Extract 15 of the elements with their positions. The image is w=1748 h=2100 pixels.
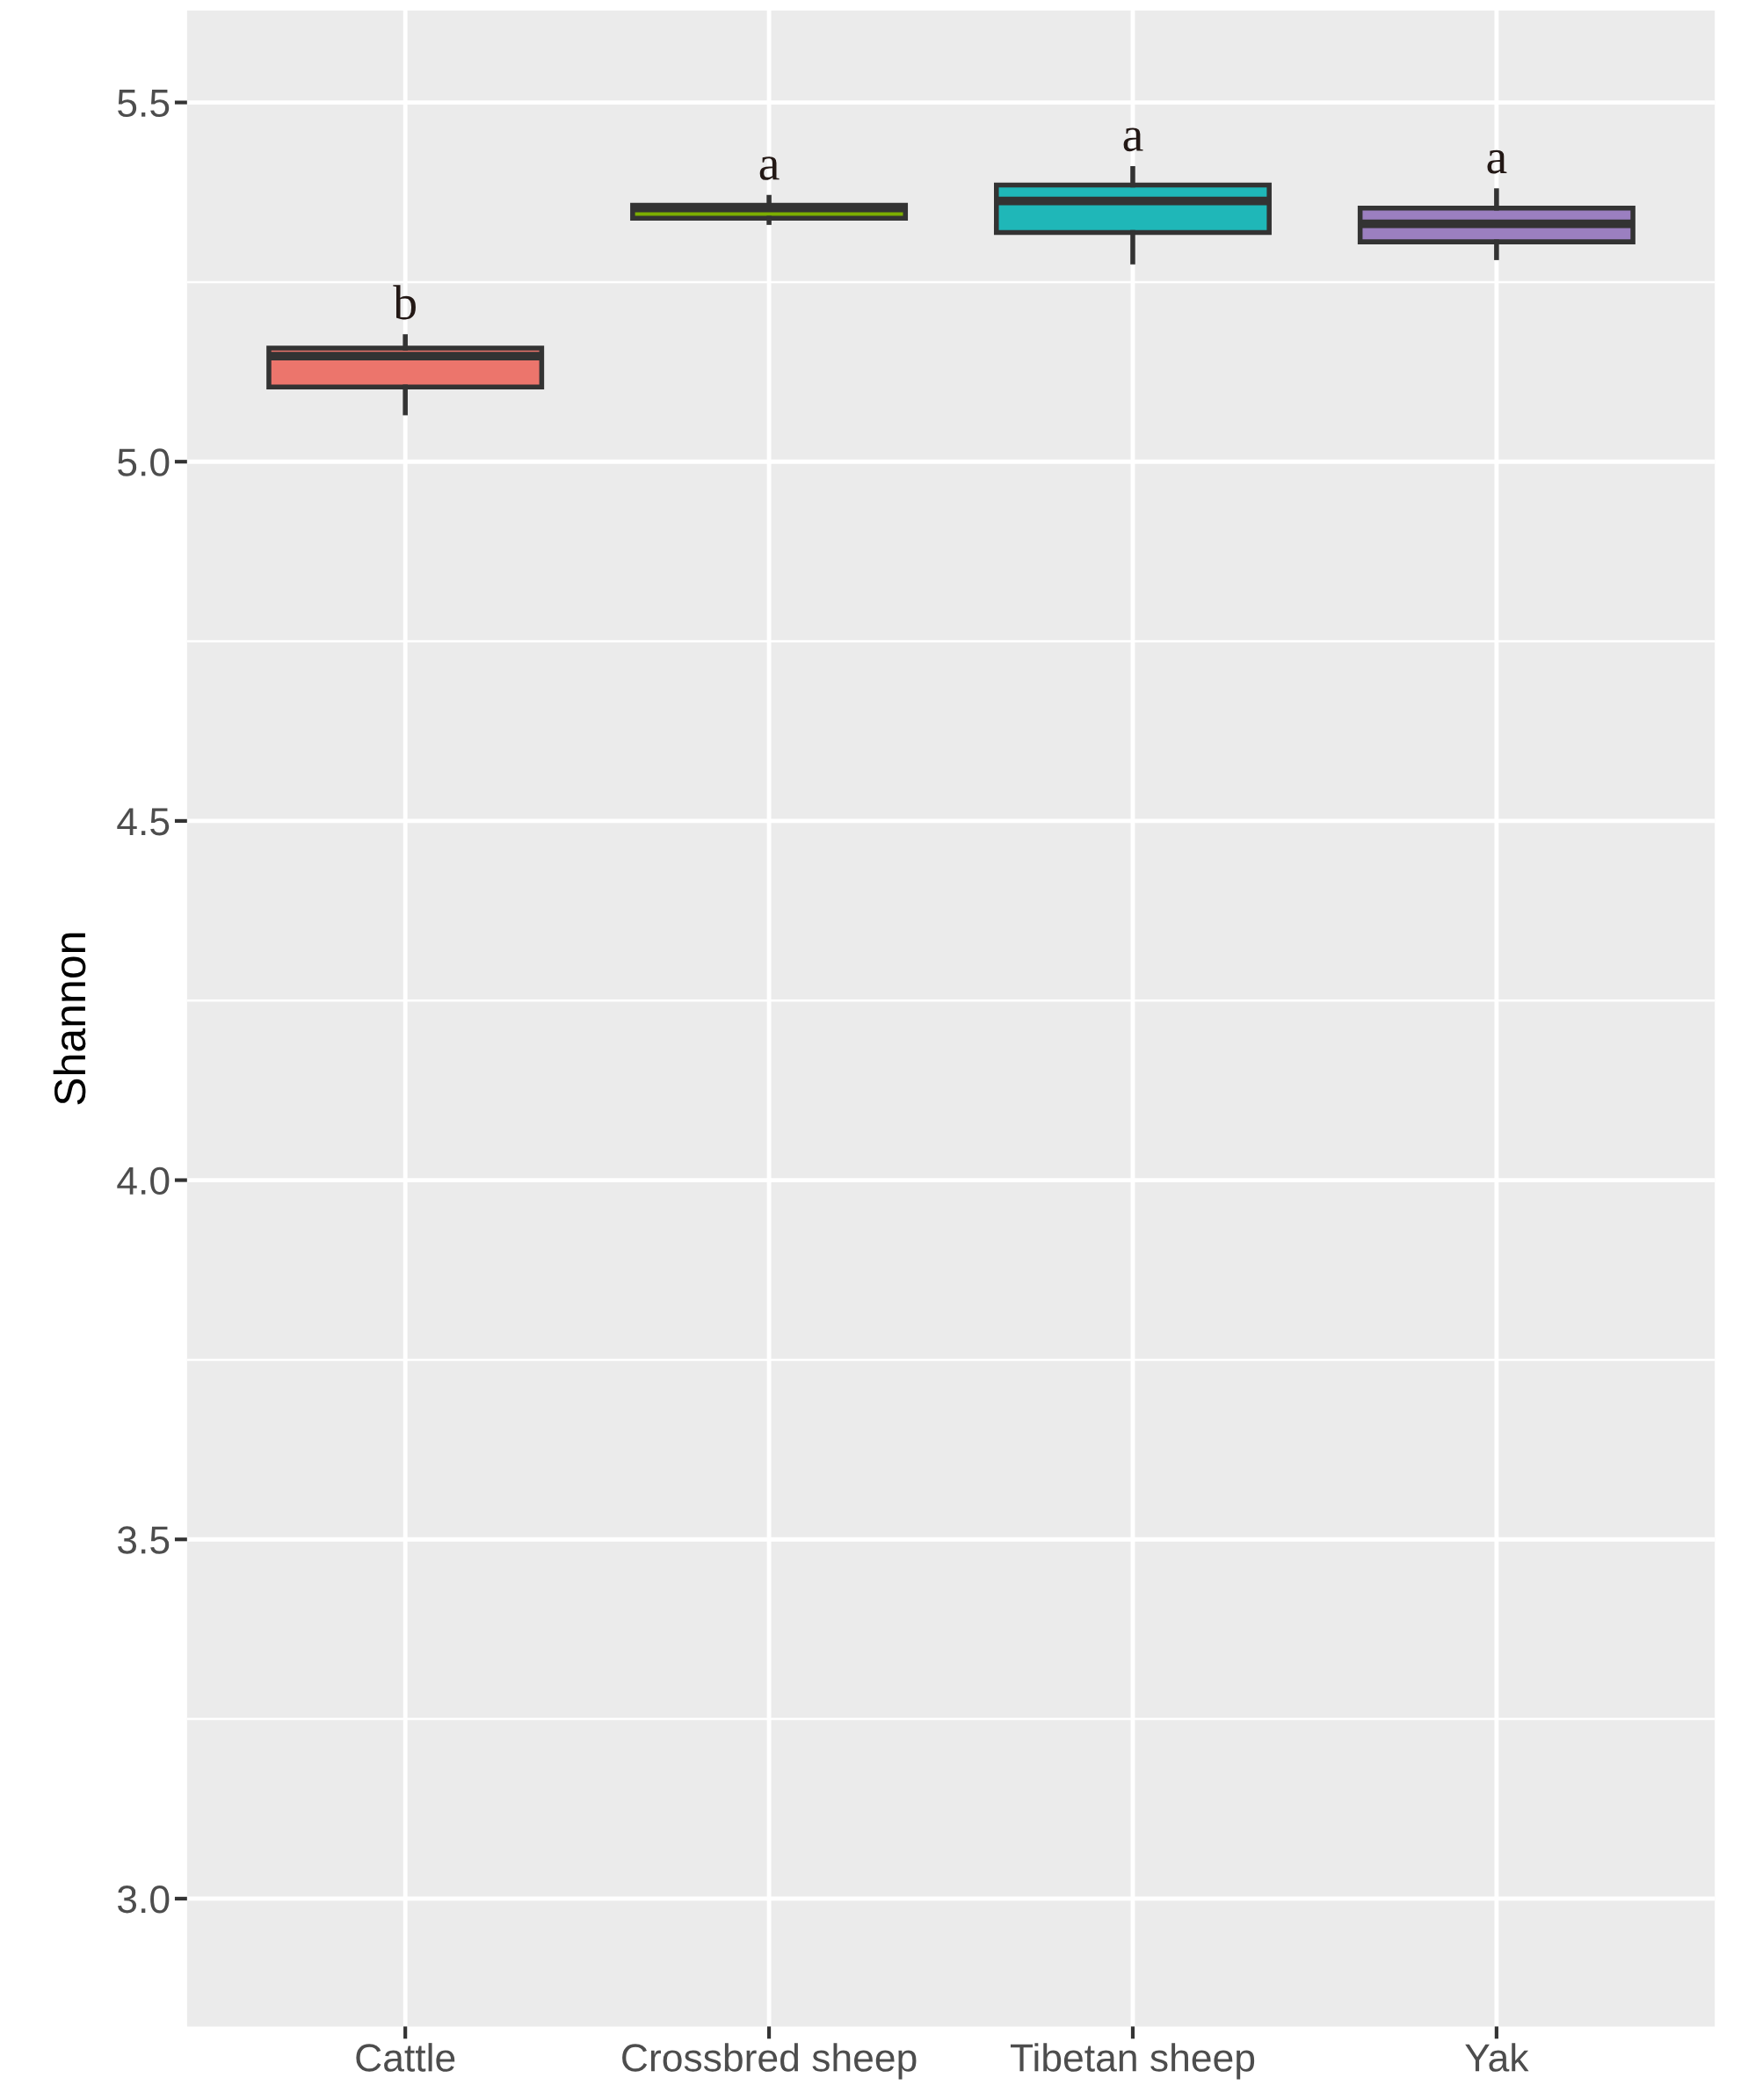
x-tick-label: Yak — [1465, 2043, 1529, 2072]
y-axis-title: Shannon — [53, 933, 86, 1105]
y-tick-label: 5.0 — [118, 448, 170, 476]
x-tick-label: Tibetan sheep — [1010, 2043, 1255, 2080]
y-tick-label: 3.0 — [117, 1885, 170, 1914]
annotation: b — [393, 285, 416, 320]
annotation: a — [759, 156, 780, 180]
y-tick-label: 5.5 — [118, 90, 170, 118]
annotation: a — [1487, 149, 1507, 174]
y-tick-label: 4.0 — [117, 1166, 170, 1195]
y-tick-label: 4.5 — [117, 808, 170, 836]
y-tick-label: 3.5 — [117, 1526, 170, 1554]
x-tick-label: Cattle — [356, 2043, 455, 2072]
x-tick-label: Crossbred sheep — [622, 2043, 917, 2080]
annotation: a — [1123, 127, 1143, 152]
